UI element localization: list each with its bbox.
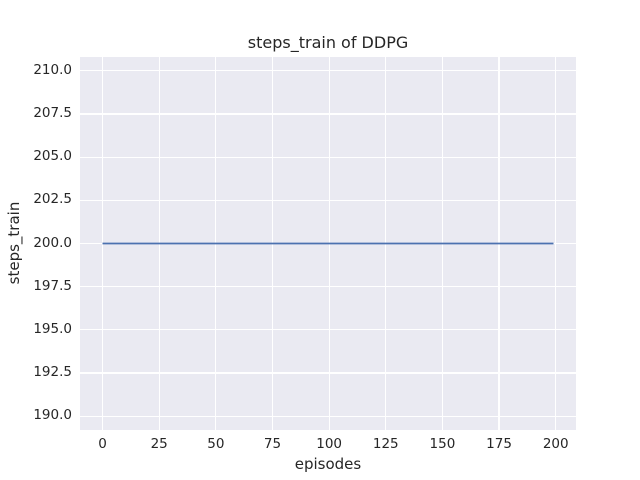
x-tick-label: 75: [263, 436, 282, 452]
y-gridline: [80, 156, 576, 158]
x-tick-label: 50: [207, 436, 225, 452]
chart-title: steps_train of DDPG: [247, 33, 409, 52]
plot-area: [80, 57, 576, 430]
y-tick-label: 192.5: [33, 364, 72, 380]
y-tick-label: 202.5: [33, 191, 72, 208]
y-tick-label: 207.5: [33, 104, 72, 121]
x-axis-label: episodes: [294, 455, 362, 473]
y-tick-label: 190.0: [33, 407, 72, 424]
x-tick-label: 175: [486, 436, 512, 452]
y-gridline: [80, 329, 576, 331]
y-gridline: [80, 199, 576, 201]
x-tick-label: 150: [429, 436, 456, 452]
y-gridline: [80, 113, 576, 115]
y-gridline: [80, 286, 576, 288]
y-tick-label: 195.0: [33, 320, 72, 337]
x-tick-label: 25: [150, 436, 168, 452]
x-tick-label: 0: [98, 436, 107, 452]
x-tick-label: 100: [316, 436, 343, 452]
x-tick-label: 125: [372, 436, 399, 452]
y-tick-label: 205.0: [33, 148, 72, 165]
y-gridline: [80, 70, 576, 72]
y-tick-label: 210.0: [33, 61, 72, 78]
y-gridline: [80, 372, 576, 374]
y-gridline: [80, 242, 576, 245]
y-tick-label: 200.0: [33, 234, 72, 251]
y-tick-label: 197.5: [33, 277, 72, 294]
y-gridline: [80, 415, 576, 417]
x-tick-label: 200: [542, 436, 569, 452]
